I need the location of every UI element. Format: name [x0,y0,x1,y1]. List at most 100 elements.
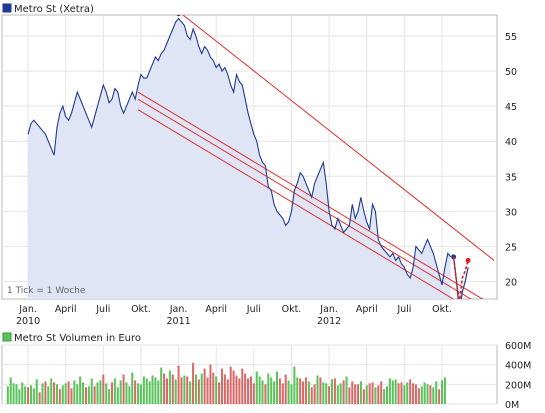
volume-bar [270,377,273,404]
volume-bar [319,377,322,404]
x-tick-label: Jan. [319,304,338,315]
volume-bar [73,380,76,404]
x-tick-label: April [356,304,378,315]
volume-bar [99,380,102,404]
projection-line [452,256,469,299]
volume-bar [258,376,261,404]
volume-bar [357,384,360,404]
trend-line [137,91,484,299]
volume-bar [406,382,409,404]
volume-bar [9,377,12,404]
volume-bar [134,380,137,404]
volume-bar [429,385,432,404]
volume-bar [96,382,99,404]
volume-bar [235,375,238,404]
volume-bar [362,389,365,404]
volume-bar [281,383,284,404]
volume-bar [29,385,32,404]
price-y-tick-label: 55 [505,32,517,43]
volume-bar [302,381,305,404]
volume-bar [87,386,90,404]
volume-bar [443,377,446,404]
volume-bar [151,375,154,404]
volume-bar [108,389,111,404]
volume-bar [391,380,394,404]
volume-bar [35,379,38,404]
volume-bar [64,383,67,404]
volume-bar [440,380,444,404]
volume-bar [351,381,354,404]
volume-bar [174,379,177,404]
trend-channel [137,15,495,299]
volume-bar [339,383,342,404]
volume-bar [206,377,209,404]
x-tick-label: Okt. [131,304,151,315]
volume-bar [79,376,82,404]
volume-bar [215,376,218,404]
volume-bar [417,388,420,404]
volume-bar [354,384,357,404]
volume-bar [180,377,183,404]
volume-bar [385,386,389,404]
price-y-tick-label: 40 [505,137,517,148]
x-tick-label: Jan. [169,304,188,315]
volume-bar [371,382,374,404]
volume-bar [12,383,15,404]
volume-y-tick-label: 400M [505,361,531,372]
volume-bar [119,380,122,404]
volume-bar [368,383,371,404]
volume-bar [426,384,429,404]
volume-bar [359,381,362,404]
volume-bar [299,378,302,404]
price-area-fill [28,18,451,299]
volume-bar [177,365,180,404]
volume-bar [58,389,61,404]
x-tick-label: Juli [95,304,110,315]
x-tick-year: 2012 [317,316,341,327]
x-tick-year: 2010 [16,316,40,327]
volume-bar [241,368,244,404]
volume-bar [41,383,44,404]
volume-bar [238,378,241,404]
volume-bar [325,383,328,404]
x-tick-label: Juli [246,304,261,315]
volume-bar [345,376,348,404]
volume-bar [273,381,276,404]
price-y-tick-label: 45 [505,102,517,113]
volume-bar [409,379,412,404]
volume-legend-label: Metro St Volumen in Euro [14,333,141,344]
volume-bar [267,373,270,404]
volume-bar [212,372,215,404]
volume-bar [67,381,70,404]
volume-bar [53,382,56,404]
price-legend-label: Metro St (Xetra) [14,4,94,15]
volume-bar [435,381,438,404]
price-y-tick-label: 25 [505,242,517,253]
volume-bar [348,387,351,404]
volume-bar [168,370,171,404]
volume-bar [142,376,145,404]
volume-bar [293,366,296,404]
volume-bar [223,374,226,404]
volume-bar [194,374,197,404]
volume-bar [220,368,224,404]
price-series-area [28,18,451,299]
volume-bar [264,384,267,404]
volume-bar [316,375,319,404]
volume-bar [15,384,18,404]
volume-bar [148,381,151,404]
volume-bar [278,378,281,404]
volume-y-tick-label: 200M [505,380,531,391]
price-y-tick-label: 35 [505,172,517,183]
volume-bar [76,384,79,404]
volume-bar [414,384,417,404]
volume-bar [113,378,116,404]
volume-bar [38,392,41,404]
volume-bar [342,380,345,404]
volume-bar [154,377,157,404]
volume-bar [275,371,279,404]
volume-bar [400,382,403,404]
volume-bar [160,367,163,404]
volume-bar [102,374,105,404]
volume-bar [313,384,316,404]
